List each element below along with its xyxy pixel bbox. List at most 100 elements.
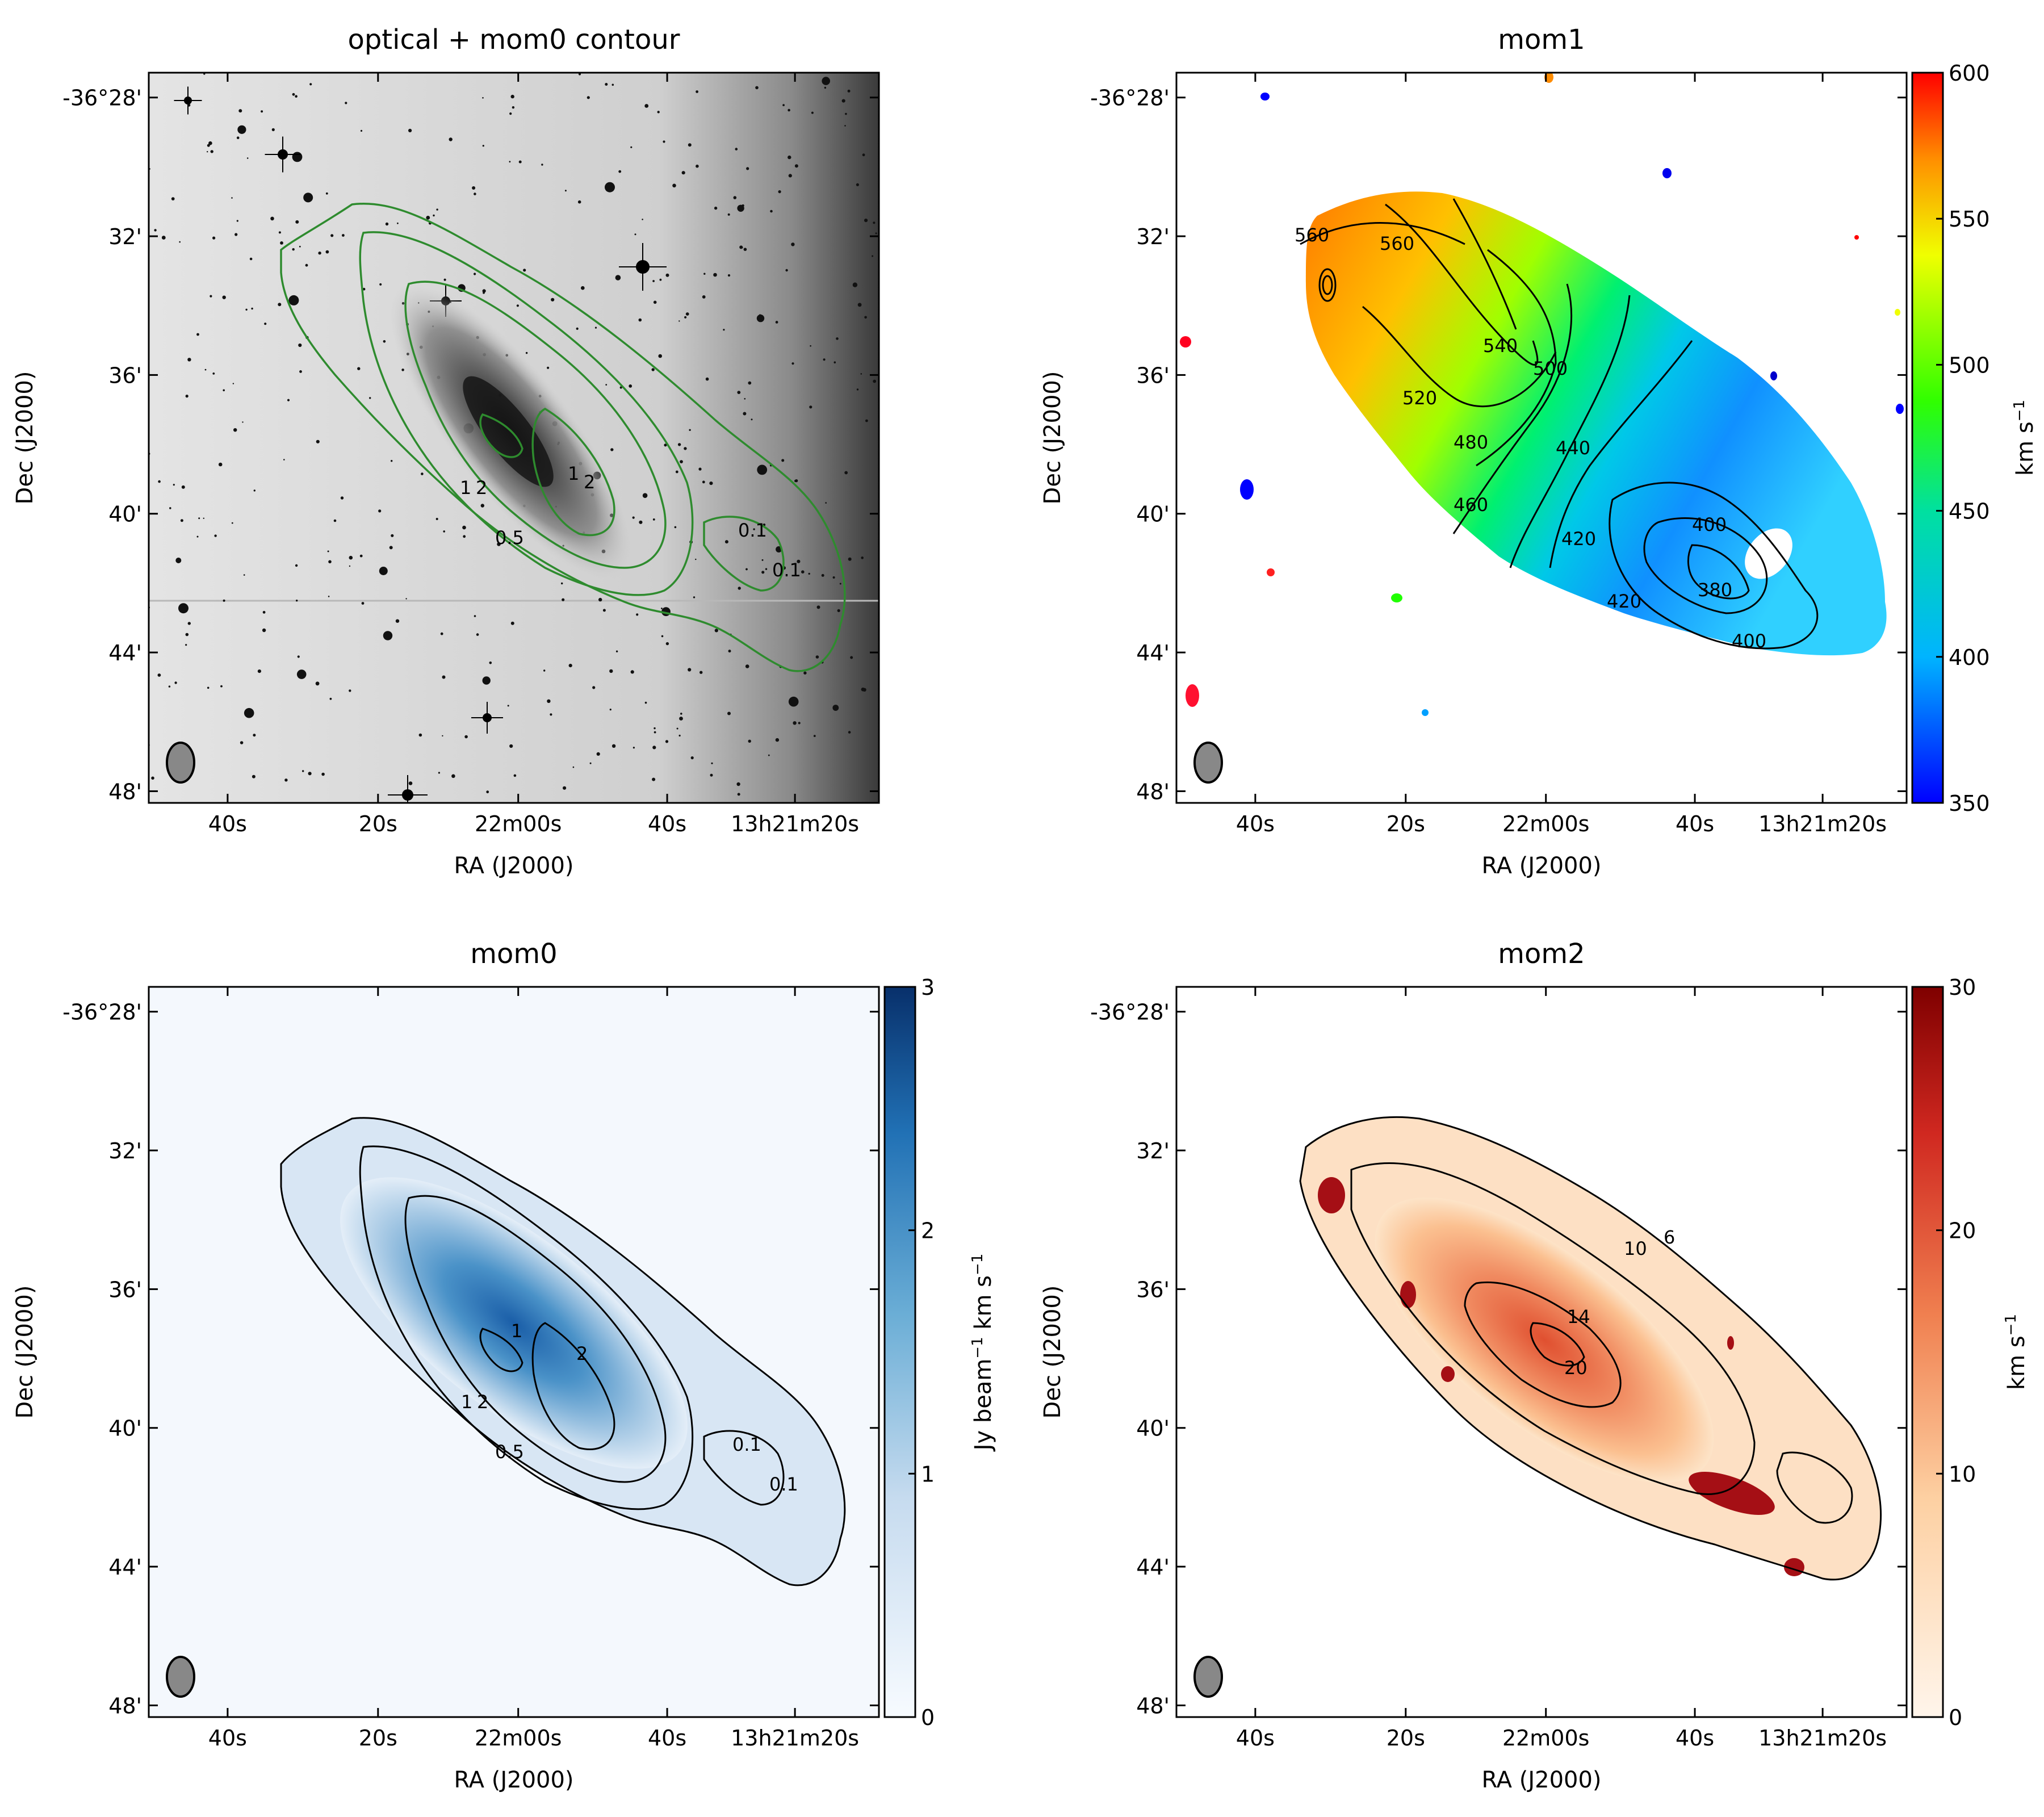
- star: [383, 631, 393, 640]
- mom2-contour-label: 20: [1564, 1357, 1588, 1379]
- star: [296, 669, 307, 679]
- star: [173, 484, 175, 486]
- star: [644, 701, 647, 704]
- mom0-contour-label: 2: [477, 1391, 488, 1413]
- star: [181, 485, 185, 489]
- star: [690, 756, 694, 760]
- star: [252, 774, 256, 778]
- star: [541, 164, 543, 166]
- dec-tick-label: 40': [1136, 1416, 1170, 1441]
- star: [482, 97, 484, 99]
- star: [389, 546, 393, 550]
- mom0-contour-label: 1: [511, 1320, 522, 1342]
- star: [728, 650, 731, 653]
- star: [513, 774, 517, 777]
- star: [710, 773, 713, 777]
- star: [770, 210, 773, 213]
- star: [303, 192, 313, 203]
- star: [196, 333, 199, 336]
- star: [330, 234, 334, 237]
- star: [212, 236, 216, 240]
- star: [862, 153, 865, 157]
- mom2-colorbar-gradient: [1911, 986, 1944, 1718]
- star: [512, 106, 515, 109]
- star: [264, 323, 267, 325]
- star: [705, 377, 709, 381]
- star: [198, 517, 200, 520]
- star: [791, 242, 795, 246]
- ra-tick-label: 20s: [359, 811, 397, 836]
- dec-tick-label: 36': [108, 363, 142, 388]
- star: [564, 190, 567, 192]
- star: [270, 216, 274, 221]
- star: [630, 670, 634, 674]
- star: [180, 519, 183, 522]
- mom0-panel-title: mom0: [470, 938, 557, 970]
- dec-tick-label: 36': [1136, 1277, 1170, 1302]
- ra-tick-label: 40s: [208, 811, 247, 836]
- star: [408, 781, 413, 785]
- star: [861, 687, 865, 692]
- star: [611, 744, 616, 748]
- star: [652, 746, 656, 750]
- star: [510, 94, 514, 99]
- colorbar-tick-label: 500: [1949, 353, 1990, 378]
- star: [581, 286, 585, 290]
- star: [237, 125, 246, 134]
- mom1-contour-label: 520: [1402, 387, 1437, 409]
- star: [743, 412, 747, 416]
- dec-tick-label: 48': [1136, 1693, 1170, 1718]
- star: [659, 278, 662, 281]
- star: [207, 151, 208, 153]
- star: [222, 295, 226, 299]
- star: [157, 673, 161, 677]
- star: [756, 314, 765, 323]
- star: [698, 467, 702, 471]
- star: [609, 669, 613, 673]
- mom2-frame: [1175, 986, 1908, 1718]
- star: [587, 96, 590, 99]
- star: [482, 145, 484, 147]
- star: [676, 727, 678, 730]
- star: [509, 161, 511, 163]
- star: [321, 772, 325, 776]
- star: [210, 295, 212, 298]
- star: [702, 295, 706, 299]
- star: [875, 232, 877, 235]
- mom1-contour-label: 480: [1454, 432, 1488, 453]
- star: [486, 790, 489, 794]
- star: [509, 744, 513, 748]
- contour-level-0.1: [280, 203, 846, 672]
- star: [345, 102, 347, 104]
- star: [204, 369, 207, 371]
- star: [271, 128, 275, 131]
- star: [462, 525, 466, 530]
- mom1-contour-label: 420: [1561, 528, 1596, 550]
- optical-frame: [148, 72, 880, 804]
- mom2-contour-label: 10: [1624, 1238, 1647, 1259]
- dec-axis-label: Dec (J2000): [1040, 371, 1066, 505]
- star: [847, 89, 851, 93]
- colorbar-tick-label: 0: [921, 1705, 935, 1730]
- star: [825, 502, 827, 504]
- ra-tick-label: 22m00s: [475, 811, 562, 836]
- star: [438, 772, 441, 774]
- mom2-colorbar-label: km s−1: [2003, 1314, 2030, 1390]
- star: [761, 571, 765, 574]
- star: [242, 421, 244, 423]
- colorbar-tick-label: 10: [1949, 1462, 1976, 1487]
- dec-tick-label: 48': [108, 779, 142, 804]
- star: [794, 479, 797, 483]
- star: [680, 713, 682, 715]
- dec-tick-label: 44': [1136, 1555, 1170, 1580]
- star: [864, 316, 867, 319]
- star: [292, 152, 303, 162]
- star: [187, 622, 191, 625]
- contour-level-2-b: [479, 413, 523, 458]
- star: [632, 516, 635, 519]
- star: [836, 337, 839, 340]
- star: [357, 367, 361, 370]
- ra-axis-label: RA (J2000): [454, 1767, 573, 1793]
- star: [598, 597, 602, 602]
- star: [775, 321, 778, 324]
